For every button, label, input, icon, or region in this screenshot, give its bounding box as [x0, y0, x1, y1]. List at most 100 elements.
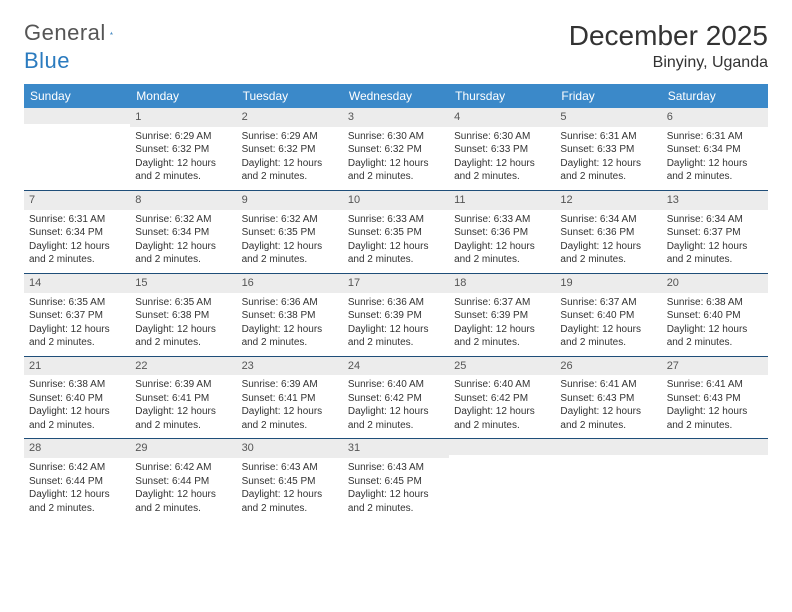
day-body: Sunrise: 6:37 AMSunset: 6:39 PMDaylight:…: [449, 293, 555, 356]
daylight-text: Daylight: 12 hours and 2 minutes.: [135, 405, 231, 432]
day-body: Sunrise: 6:40 AMSunset: 6:42 PMDaylight:…: [343, 375, 449, 438]
day-number: 7: [24, 191, 130, 210]
day-number: 3: [343, 108, 449, 127]
day-body: Sunrise: 6:38 AMSunset: 6:40 PMDaylight:…: [24, 375, 130, 438]
month-title: December 2025: [569, 20, 768, 52]
calendar-cell: 24Sunrise: 6:40 AMSunset: 6:42 PMDayligh…: [343, 356, 449, 439]
day-number: 18: [449, 274, 555, 293]
logo: General: [24, 20, 134, 46]
sunrise-text: Sunrise: 6:43 AM: [348, 461, 444, 475]
sunset-text: Sunset: 6:32 PM: [135, 143, 231, 157]
day-number: 4: [449, 108, 555, 127]
calendar-cell: 7Sunrise: 6:31 AMSunset: 6:34 PMDaylight…: [24, 190, 130, 273]
sunset-text: Sunset: 6:37 PM: [667, 226, 763, 240]
sunrise-text: Sunrise: 6:39 AM: [135, 378, 231, 392]
calendar-cell: [662, 439, 768, 521]
calendar-cell: 23Sunrise: 6:39 AMSunset: 6:41 PMDayligh…: [237, 356, 343, 439]
day-body: Sunrise: 6:37 AMSunset: 6:40 PMDaylight:…: [555, 293, 661, 356]
day-body: Sunrise: 6:39 AMSunset: 6:41 PMDaylight:…: [237, 375, 343, 438]
daylight-text: Daylight: 12 hours and 2 minutes.: [454, 240, 550, 267]
header: General December 2025 Binyiny, Uganda: [24, 20, 768, 72]
sunrise-text: Sunrise: 6:30 AM: [348, 130, 444, 144]
day-body: Sunrise: 6:32 AMSunset: 6:34 PMDaylight:…: [130, 210, 236, 273]
day-body: Sunrise: 6:34 AMSunset: 6:37 PMDaylight:…: [662, 210, 768, 273]
day-body: Sunrise: 6:31 AMSunset: 6:34 PMDaylight:…: [662, 127, 768, 190]
day-body: Sunrise: 6:30 AMSunset: 6:32 PMDaylight:…: [343, 127, 449, 190]
day-body: Sunrise: 6:29 AMSunset: 6:32 PMDaylight:…: [130, 127, 236, 190]
calendar-cell: [24, 108, 130, 190]
daylight-text: Daylight: 12 hours and 2 minutes.: [667, 323, 763, 350]
day-header: Friday: [555, 84, 661, 108]
day-header: Tuesday: [237, 84, 343, 108]
sunset-text: Sunset: 6:44 PM: [135, 475, 231, 489]
sunset-text: Sunset: 6:42 PM: [348, 392, 444, 406]
sunset-text: Sunset: 6:41 PM: [135, 392, 231, 406]
day-body: Sunrise: 6:29 AMSunset: 6:32 PMDaylight:…: [237, 127, 343, 190]
sunrise-text: Sunrise: 6:32 AM: [242, 213, 338, 227]
sunset-text: Sunset: 6:33 PM: [454, 143, 550, 157]
daylight-text: Daylight: 12 hours and 2 minutes.: [242, 488, 338, 515]
calendar-week-row: 28Sunrise: 6:42 AMSunset: 6:44 PMDayligh…: [24, 439, 768, 521]
sunset-text: Sunset: 6:41 PM: [242, 392, 338, 406]
sunrise-text: Sunrise: 6:41 AM: [560, 378, 656, 392]
day-body: Sunrise: 6:42 AMSunset: 6:44 PMDaylight:…: [24, 458, 130, 521]
day-number: 15: [130, 274, 236, 293]
sunset-text: Sunset: 6:44 PM: [29, 475, 125, 489]
daylight-text: Daylight: 12 hours and 2 minutes.: [348, 488, 444, 515]
logo-word1: General: [24, 20, 106, 46]
sunrise-text: Sunrise: 6:33 AM: [348, 213, 444, 227]
calendar-cell: 9Sunrise: 6:32 AMSunset: 6:35 PMDaylight…: [237, 190, 343, 273]
day-number: 30: [237, 439, 343, 458]
day-number: 6: [662, 108, 768, 127]
day-body: Sunrise: 6:41 AMSunset: 6:43 PMDaylight:…: [555, 375, 661, 438]
daylight-text: Daylight: 12 hours and 2 minutes.: [29, 488, 125, 515]
day-body: Sunrise: 6:39 AMSunset: 6:41 PMDaylight:…: [130, 375, 236, 438]
sunset-text: Sunset: 6:35 PM: [348, 226, 444, 240]
daylight-text: Daylight: 12 hours and 2 minutes.: [242, 157, 338, 184]
calendar-week-row: 21Sunrise: 6:38 AMSunset: 6:40 PMDayligh…: [24, 356, 768, 439]
sunrise-text: Sunrise: 6:42 AM: [135, 461, 231, 475]
sunrise-text: Sunrise: 6:34 AM: [667, 213, 763, 227]
calendar-cell: 30Sunrise: 6:43 AMSunset: 6:45 PMDayligh…: [237, 439, 343, 521]
day-number: [24, 108, 130, 124]
daylight-text: Daylight: 12 hours and 2 minutes.: [29, 240, 125, 267]
sunset-text: Sunset: 6:33 PM: [560, 143, 656, 157]
sunrise-text: Sunrise: 6:35 AM: [29, 296, 125, 310]
day-number: 26: [555, 357, 661, 376]
day-header-row: Sunday Monday Tuesday Wednesday Thursday…: [24, 84, 768, 108]
sunrise-text: Sunrise: 6:40 AM: [348, 378, 444, 392]
calendar-cell: 12Sunrise: 6:34 AMSunset: 6:36 PMDayligh…: [555, 190, 661, 273]
day-number: [555, 439, 661, 455]
day-body: Sunrise: 6:31 AMSunset: 6:34 PMDaylight:…: [24, 210, 130, 273]
day-number: 8: [130, 191, 236, 210]
sunrise-text: Sunrise: 6:30 AM: [454, 130, 550, 144]
daylight-text: Daylight: 12 hours and 2 minutes.: [348, 323, 444, 350]
daylight-text: Daylight: 12 hours and 2 minutes.: [242, 323, 338, 350]
day-number: 25: [449, 357, 555, 376]
daylight-text: Daylight: 12 hours and 2 minutes.: [560, 157, 656, 184]
day-body: [555, 455, 661, 505]
day-body: Sunrise: 6:35 AMSunset: 6:37 PMDaylight:…: [24, 293, 130, 356]
day-header: Wednesday: [343, 84, 449, 108]
day-number: 9: [237, 191, 343, 210]
calendar-cell: 28Sunrise: 6:42 AMSunset: 6:44 PMDayligh…: [24, 439, 130, 521]
day-body: Sunrise: 6:43 AMSunset: 6:45 PMDaylight:…: [343, 458, 449, 521]
sunset-text: Sunset: 6:37 PM: [29, 309, 125, 323]
sunrise-text: Sunrise: 6:37 AM: [560, 296, 656, 310]
sunrise-text: Sunrise: 6:31 AM: [667, 130, 763, 144]
day-number: 31: [343, 439, 449, 458]
day-body: Sunrise: 6:33 AMSunset: 6:35 PMDaylight:…: [343, 210, 449, 273]
day-body: [24, 124, 130, 174]
sunrise-text: Sunrise: 6:36 AM: [348, 296, 444, 310]
logo-sail-icon: [110, 25, 114, 41]
daylight-text: Daylight: 12 hours and 2 minutes.: [667, 405, 763, 432]
calendar-cell: 26Sunrise: 6:41 AMSunset: 6:43 PMDayligh…: [555, 356, 661, 439]
daylight-text: Daylight: 12 hours and 2 minutes.: [348, 405, 444, 432]
day-body: Sunrise: 6:32 AMSunset: 6:35 PMDaylight:…: [237, 210, 343, 273]
day-body: Sunrise: 6:34 AMSunset: 6:36 PMDaylight:…: [555, 210, 661, 273]
sunrise-text: Sunrise: 6:41 AM: [667, 378, 763, 392]
daylight-text: Daylight: 12 hours and 2 minutes.: [135, 240, 231, 267]
day-body: Sunrise: 6:36 AMSunset: 6:39 PMDaylight:…: [343, 293, 449, 356]
day-number: [662, 439, 768, 455]
day-number: 11: [449, 191, 555, 210]
